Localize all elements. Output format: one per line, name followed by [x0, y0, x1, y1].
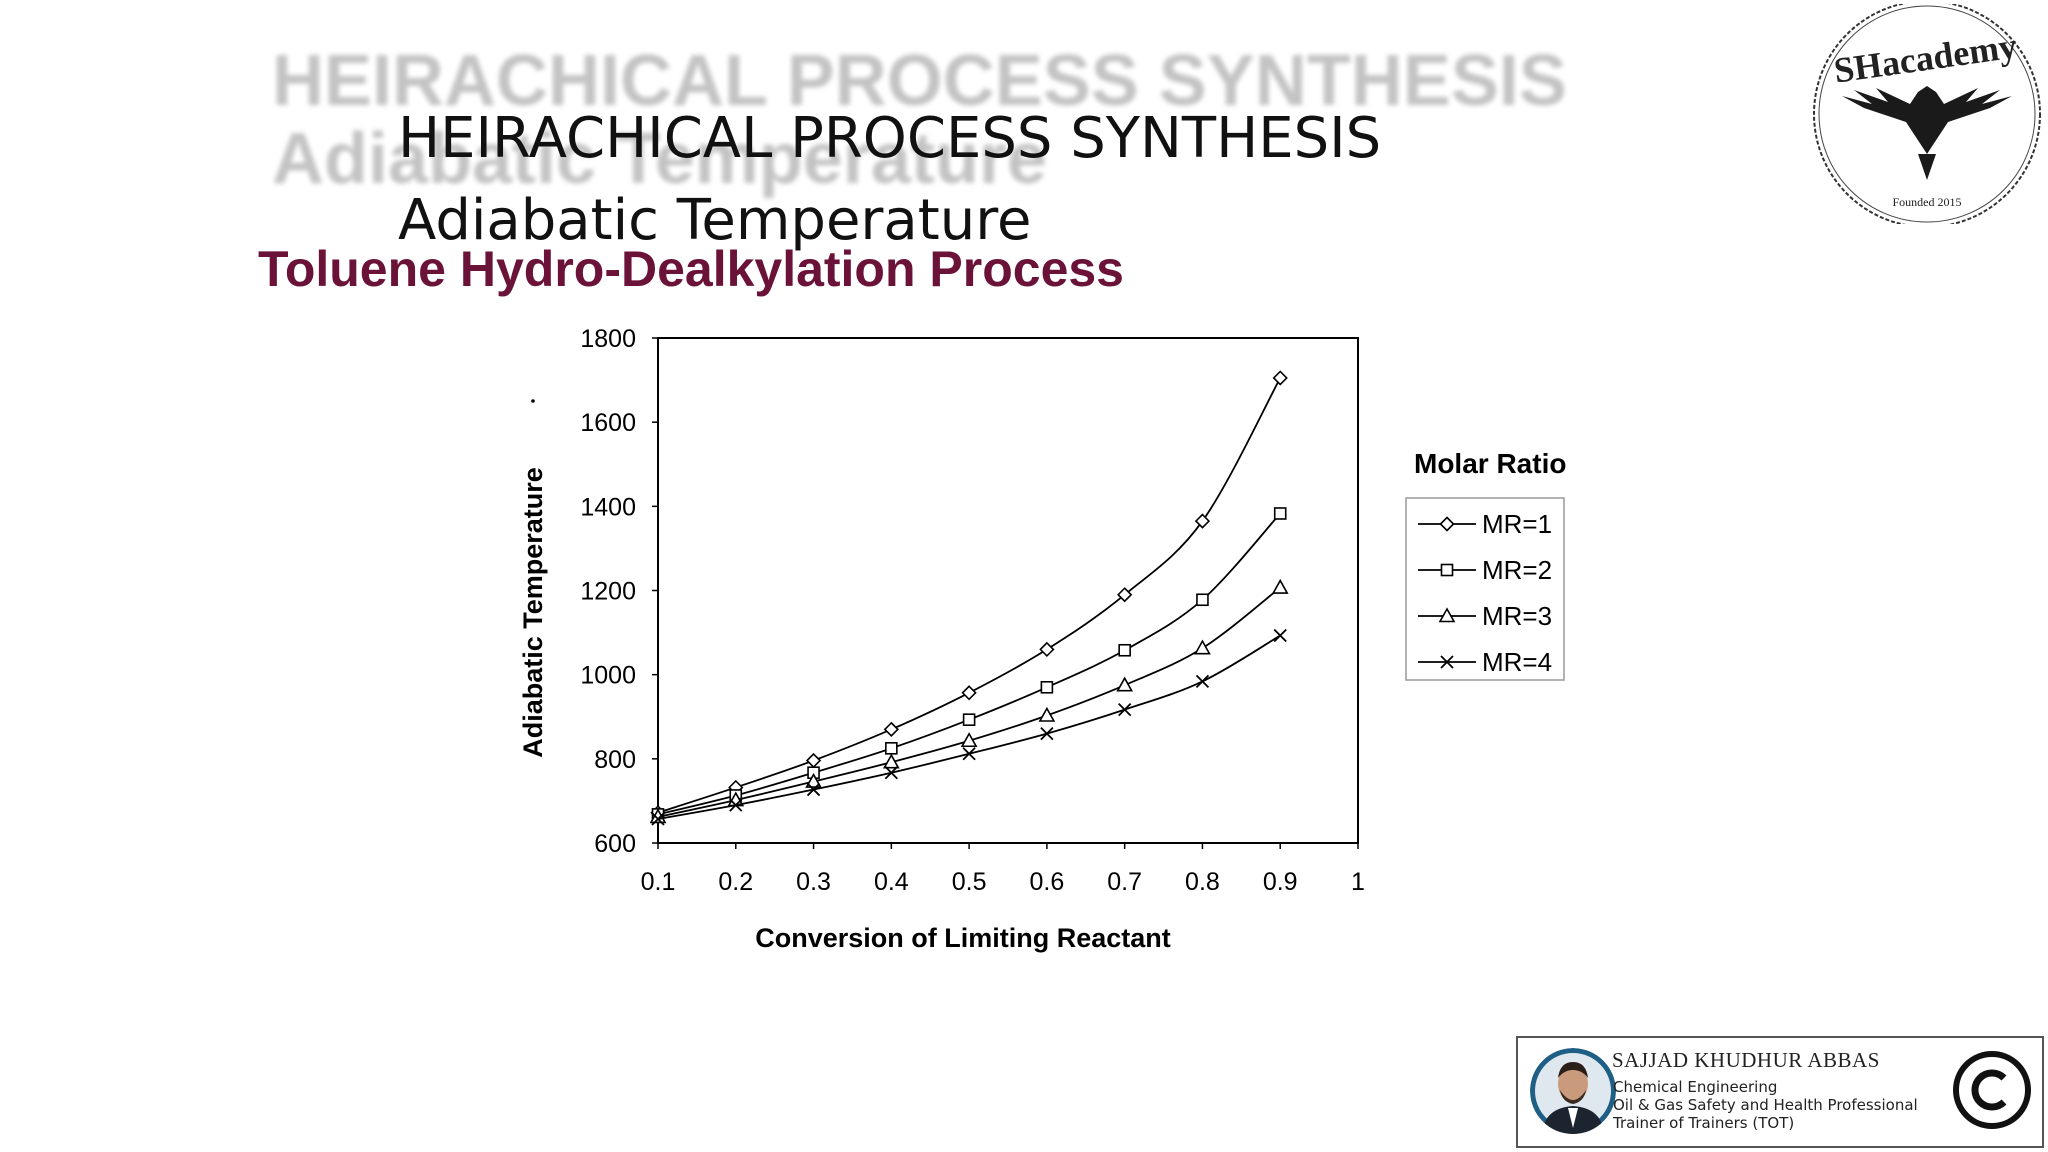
data-point: [1118, 702, 1132, 717]
data-point: [962, 713, 976, 726]
x-tick-label: 0.1: [641, 868, 676, 896]
x-tick-label: 0.7: [1107, 868, 1142, 896]
y-tick-label: 1200: [580, 578, 636, 606]
shacademy-logo: SHacademy Founded 2015: [1813, 4, 2041, 224]
author-certification: Trainer of Trainers (TOT): [1613, 1114, 1795, 1132]
legend-item: MR=3: [1418, 601, 1552, 631]
data-point: [882, 753, 900, 769]
x-tick-label: 0.9: [1263, 868, 1298, 896]
data-point: [805, 772, 822, 788]
series-mr-1: [650, 370, 1288, 821]
legend-box: [1405, 497, 1565, 681]
x-tick-label: 0.5: [952, 868, 987, 896]
data-point: [729, 798, 743, 812]
title-line2: Adiabatic Temperature: [398, 188, 1032, 253]
legend-label: MR=3: [1482, 601, 1552, 631]
data-point: [885, 742, 898, 755]
data-point: [1273, 628, 1287, 643]
data-point: [1040, 726, 1054, 741]
data-point: [651, 812, 665, 826]
plot-area-frame: [657, 337, 1359, 844]
data-point: [805, 752, 822, 769]
data-point: [1116, 676, 1134, 692]
legend-marker: [1439, 516, 1455, 532]
legend-marker: [1440, 563, 1454, 577]
data-point: [1196, 593, 1209, 607]
y-tick-label: 1000: [580, 662, 636, 690]
author-name: SAJJAD KHUDHUR ABBAS: [1612, 1048, 1880, 1072]
process-heading: Toluene Hydro-Dealkylation Process: [258, 241, 1124, 297]
data-point: [1194, 513, 1211, 529]
series-mr-4: [651, 628, 1287, 826]
title-line1: HEIRACHICAL PROCESS SYNTHESIS: [398, 106, 1382, 171]
data-point: [883, 721, 899, 738]
data-point: [1194, 639, 1211, 655]
series-mr-3: [649, 578, 1289, 824]
data-point: [1039, 641, 1055, 658]
copyright-icon: ©: [1953, 1051, 2031, 1129]
x-tick-label: 1: [1351, 868, 1365, 896]
legend-label: MR=4: [1482, 647, 1552, 677]
data-point: [1195, 674, 1210, 689]
y-axis-label-dot: [531, 399, 535, 403]
x-tick-label: 0.3: [796, 868, 831, 896]
ghost-title-line2: Adiabatic Temperature: [272, 119, 1047, 199]
data-point: [961, 685, 977, 701]
data-point: [1272, 370, 1288, 386]
author-photo-avatar: [1530, 1048, 1616, 1134]
eagle-icon: [1842, 86, 2012, 180]
series-mr-2: [651, 507, 1287, 821]
x-tick-label: 0.4: [874, 868, 909, 896]
y-axis-label: Adiabatic Temperature: [518, 467, 548, 758]
ghost-title-line1: HEIRACHICAL PROCESS SYNTHESIS: [272, 41, 1567, 121]
legend-item: MR=1: [1418, 509, 1552, 539]
page-title: HEIRACHICAL PROCESS SYNTHESIS Adiabatic …: [398, 98, 1381, 262]
x-axis-label: Conversion of Limiting Reactant: [755, 923, 1171, 953]
y-tick-label: 1600: [580, 409, 636, 437]
data-point: [1117, 587, 1133, 603]
data-point: [1118, 643, 1131, 657]
data-point: [884, 766, 898, 780]
data-point: [1038, 706, 1056, 722]
y-tick-label: 1800: [580, 325, 636, 353]
y-tick-label: 600: [594, 830, 636, 858]
ghost-title: HEIRACHICAL PROCESS SYNTHESIS Adiabatic …: [272, 42, 1567, 198]
legend-marker: [1440, 655, 1454, 669]
legend-marker: [1438, 607, 1456, 623]
author-field: Chemical Engineering: [1613, 1078, 1778, 1096]
y-tick-label: 800: [594, 746, 636, 774]
data-point: [806, 782, 821, 797]
data-point: [1040, 680, 1054, 694]
series-line: [657, 377, 1282, 814]
author-role: Oil & Gas Safety and Health Professional: [1613, 1096, 1918, 1114]
x-tick-label: 0.6: [1030, 868, 1065, 896]
series-line: [657, 512, 1281, 816]
legend-item: MR=4: [1418, 647, 1552, 677]
author-card: SAJJAD KHUDHUR ABBAS Chemical Engineerin…: [1516, 1036, 2044, 1148]
x-tick-label: 0.8: [1185, 868, 1220, 896]
x-tick-label: 0.2: [718, 868, 753, 896]
data-point: [1273, 507, 1287, 520]
logo-founded: Founded 2015: [1893, 195, 1962, 209]
series-line: [657, 586, 1281, 818]
data-point: [1271, 578, 1289, 594]
data-point: [962, 747, 976, 761]
legend-label: MR=1: [1482, 509, 1552, 539]
y-tick-label: 1400: [580, 493, 636, 521]
legend-title: Molar Ratio: [1414, 448, 1566, 479]
legend-label: MR=2: [1482, 555, 1552, 585]
data-point: [960, 732, 978, 748]
legend-item: MR=2: [1418, 555, 1552, 585]
series-line: [657, 634, 1281, 820]
